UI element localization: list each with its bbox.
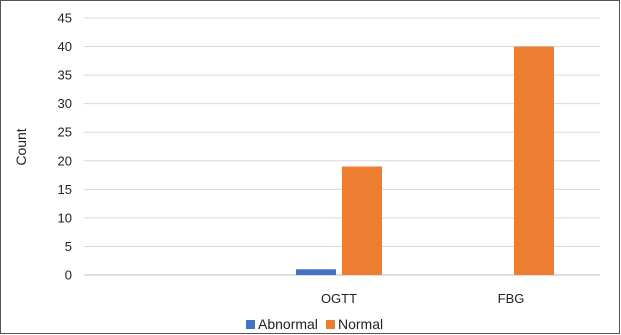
y-tick-label: 0 — [65, 268, 72, 283]
y-tick-label: 45 — [58, 11, 72, 26]
y-tick-label: 25 — [58, 125, 72, 140]
y-tick-labels: 0 5 10 15 20 25 30 35 40 45 — [58, 11, 72, 283]
x-tick-labels: OGTT FBG — [321, 291, 524, 306]
legend-label-normal: Normal — [338, 316, 383, 332]
y-axis-title: Count — [13, 128, 29, 165]
bar-normal-ogtt — [342, 166, 382, 275]
y-tick-label: 10 — [58, 210, 72, 225]
y-tick-label: 35 — [58, 68, 72, 83]
bar-abnormal-ogtt — [296, 269, 336, 275]
y-tick-label: 15 — [58, 182, 72, 197]
legend-swatch-normal — [326, 320, 335, 329]
y-tick-label: 5 — [65, 239, 72, 254]
x-tick-label: OGTT — [321, 291, 357, 306]
bar-normal-fbg — [514, 46, 554, 275]
bars — [296, 46, 554, 275]
y-tick-label: 40 — [58, 39, 72, 54]
y-tick-label: 30 — [58, 96, 72, 111]
legend-swatch-abnormal — [246, 320, 255, 329]
legend: Abnormal Normal — [246, 316, 383, 332]
x-tick-label: FBG — [498, 291, 525, 306]
legend-label-abnormal: Abnormal — [258, 316, 318, 332]
y-tick-label: 20 — [58, 153, 72, 168]
